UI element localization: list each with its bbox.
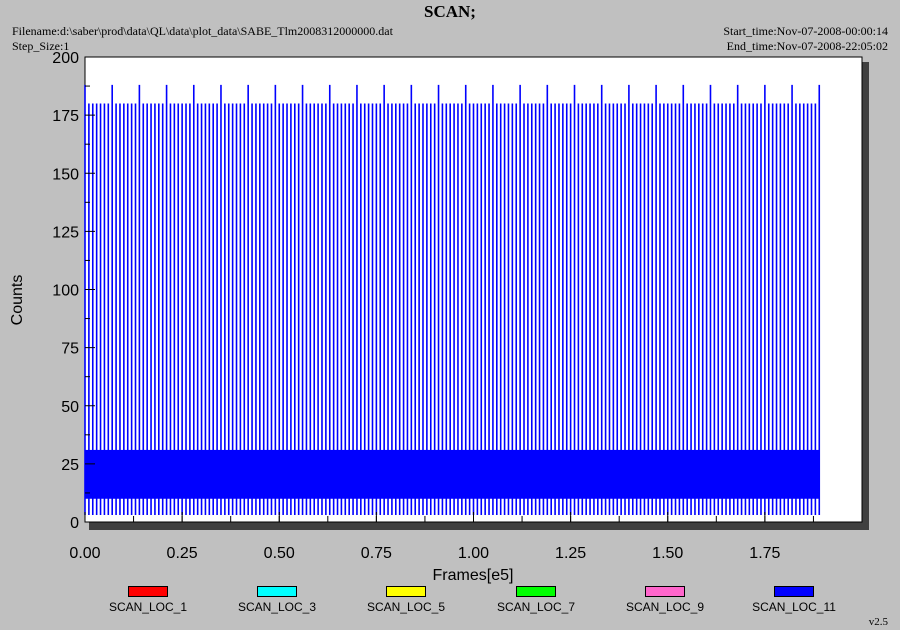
legend-label: SCAN_LOC_11	[752, 600, 836, 614]
legend-swatch	[774, 586, 814, 597]
legend-swatch	[257, 586, 297, 597]
legend-label: SCAN_LOC_5	[366, 600, 446, 614]
x-tick-label: 1.00	[458, 545, 489, 562]
x-tick-label: 1.25	[555, 545, 586, 562]
x-tick-label: 1.50	[652, 545, 683, 562]
legend-item: SCAN_LOC_3	[217, 586, 337, 614]
x-tick-label: 0.50	[264, 545, 295, 562]
x-tick-label: 1.75	[749, 545, 780, 562]
y-tick-label: 25	[61, 457, 79, 474]
y-tick-label: 100	[52, 283, 79, 300]
x-tick-label: 0.00	[69, 545, 100, 562]
legend-item: SCAN_LOC_11	[734, 586, 854, 614]
series-low-band	[85, 449, 820, 499]
step-size-text: Step_Size:1	[12, 39, 70, 53]
legend-item: SCAN_LOC_1	[88, 586, 208, 614]
legend-item: SCAN_LOC_7	[476, 586, 596, 614]
legend-swatch	[386, 586, 426, 597]
legend-swatch	[128, 586, 168, 597]
chart-title: SCAN;	[424, 2, 476, 21]
start-time-text: Start_time:Nov-07-2008-00:00:14	[723, 24, 888, 38]
legend-label: SCAN_LOC_9	[625, 600, 705, 614]
y-tick-label: 75	[61, 341, 79, 358]
version-label: v2.5	[868, 616, 888, 628]
x-axis-label: Frames[e5]	[433, 567, 514, 584]
x-tick-label: 0.75	[361, 545, 392, 562]
legend-swatch	[516, 586, 556, 597]
legend-label: SCAN_LOC_7	[496, 600, 576, 614]
legend-item: SCAN_LOC_5	[346, 586, 466, 614]
legend-item: SCAN_LOC_9	[605, 586, 725, 614]
y-tick-label: 200	[52, 50, 79, 67]
y-tick-label: 150	[52, 166, 79, 183]
y-tick-label: 50	[61, 399, 79, 416]
y-tick-label: 0	[70, 515, 79, 532]
y-tick-label: 125	[52, 224, 79, 241]
y-tick-label: 175	[52, 108, 79, 125]
legend-label: SCAN_LOC_3	[237, 600, 317, 614]
x-tick-label: 0.25	[167, 545, 198, 562]
legend-label: SCAN_LOC_1	[108, 600, 188, 614]
legend-swatch	[645, 586, 685, 597]
y-axis-label: Counts	[9, 275, 26, 326]
end-time-text: End_time:Nov-07-2008-22:05:02	[726, 39, 888, 53]
filename-text: Filename:d:\saber\prod\data\QL\data\plot…	[12, 24, 393, 38]
